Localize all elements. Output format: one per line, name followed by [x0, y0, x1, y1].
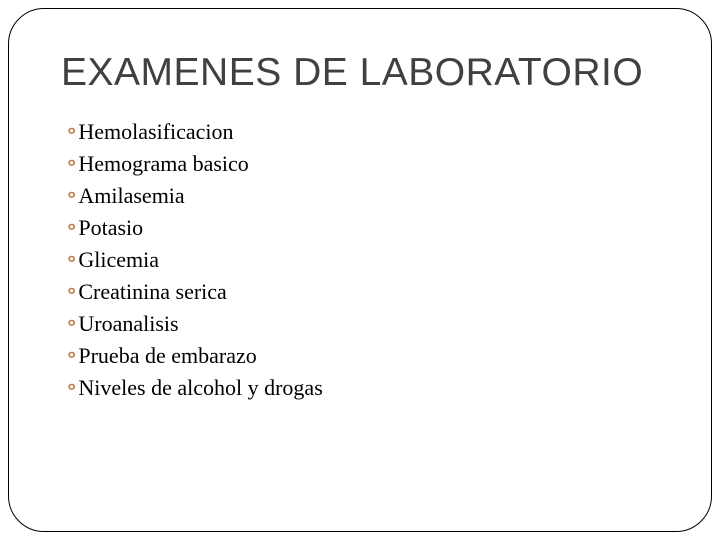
list-item: ॰ Uroanalisis	[67, 311, 659, 337]
bullet-icon: ॰	[67, 346, 76, 368]
bullet-icon: ॰	[67, 314, 76, 336]
list-item: ॰ Amilasemia	[67, 183, 659, 209]
item-text: Prueba de embarazo	[78, 343, 256, 369]
list-item: ॰ Prueba de embarazo	[67, 343, 659, 369]
item-text: Uroanalisis	[78, 311, 178, 337]
item-text: Hemolasificacion	[78, 119, 233, 145]
item-text: Niveles de alcohol y drogas	[78, 375, 322, 401]
item-text: Potasio	[78, 215, 143, 241]
bullet-icon: ॰	[67, 282, 76, 304]
list-item: ॰ Niveles de alcohol y drogas	[67, 375, 659, 401]
bullet-icon: ॰	[67, 122, 76, 144]
bullet-icon: ॰	[67, 218, 76, 240]
item-text: Hemograma basico	[78, 151, 248, 177]
list-item: ॰ Potasio	[67, 215, 659, 241]
list-item: ॰ Glicemia	[67, 247, 659, 273]
list-item: ॰ Hemolasificacion	[67, 119, 659, 145]
item-text: Amilasemia	[78, 183, 184, 209]
list-item: ॰ Hemograma basico	[67, 151, 659, 177]
bullet-icon: ॰	[67, 186, 76, 208]
slide-frame: EXAMENES DE LABORATORIO ॰ Hemolasificaci…	[8, 8, 712, 532]
list-item: ॰ Creatinina serica	[67, 279, 659, 305]
item-text: Glicemia	[78, 247, 159, 273]
item-list: ॰ Hemolasificacion ॰ Hemograma basico ॰ …	[61, 119, 659, 401]
bullet-icon: ॰	[67, 378, 76, 400]
bullet-icon: ॰	[67, 154, 76, 176]
bullet-icon: ॰	[67, 250, 76, 272]
page-title: EXAMENES DE LABORATORIO	[61, 51, 659, 95]
item-text: Creatinina serica	[78, 279, 226, 305]
